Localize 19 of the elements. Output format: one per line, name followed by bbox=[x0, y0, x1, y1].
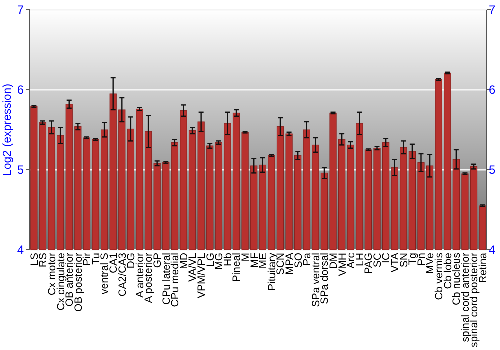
y-tick-label: 7 bbox=[17, 3, 24, 18]
y-tick-label: 6 bbox=[17, 83, 24, 98]
x-tick-label: VPM/VPL bbox=[196, 252, 208, 299]
x-tick-label: DM bbox=[328, 253, 340, 270]
x-tick-label: OB posterior bbox=[72, 252, 85, 312]
x-tick-label: A posterior bbox=[143, 252, 156, 304]
y-tick-label: 4 bbox=[17, 243, 24, 258]
x-tick-label: RS bbox=[38, 253, 50, 268]
x-tick-label: M bbox=[240, 253, 252, 262]
x-tick-label: MPA bbox=[284, 253, 296, 275]
x-tick-label: SC bbox=[372, 252, 384, 268]
x-tick-label: Tg bbox=[407, 252, 420, 266]
y2-tick-label: 4 bbox=[489, 243, 496, 258]
y-axis-title: Log2 (expression) bbox=[2, 84, 14, 176]
y2-tick-label: 7 bbox=[489, 3, 496, 18]
y2-tick-label: 6 bbox=[489, 83, 496, 98]
x-tick-label: DG bbox=[126, 253, 138, 269]
y2-tick-label: 5 bbox=[489, 163, 496, 178]
y-tick-label: 5 bbox=[17, 163, 24, 178]
